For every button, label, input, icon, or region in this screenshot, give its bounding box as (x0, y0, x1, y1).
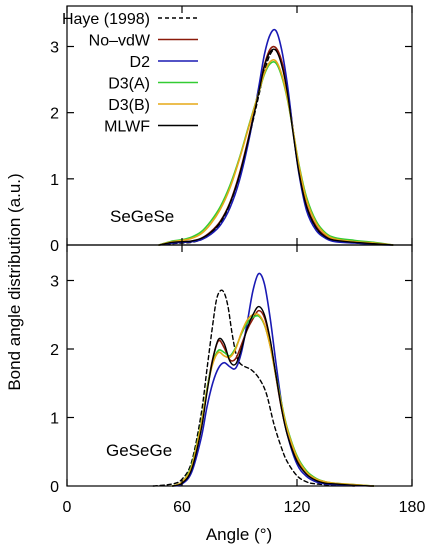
y-tick-label: 1 (50, 411, 59, 428)
panel-annotation-bottom: GeSeGe (106, 441, 172, 460)
y-tick-label: 2 (50, 342, 59, 359)
legend-label-mlwf: MLWF (104, 119, 150, 136)
bottom-x-ticks: 0 60 120 180 (63, 245, 426, 516)
x-tick-label: 0 (63, 499, 72, 516)
top-y-ticks: 0 1 2 3 (50, 40, 412, 255)
y-axis-label: Bond angle distribution (a.u.) (5, 173, 24, 390)
plot-frame-bottom (66, 244, 413, 487)
panel-annotation-top: SeGeSe (110, 207, 174, 226)
y-tick-label: 1 (50, 172, 59, 189)
bottom-curves (152, 272, 375, 487)
series-line-d3-a (158, 61, 394, 246)
series-line-mlwf (171, 305, 375, 487)
legend-label-d3-a: D3(A) (108, 76, 150, 93)
y-tick-label: 0 (50, 238, 59, 255)
x-axis-label: Angle (°) (206, 525, 272, 544)
legend-label-no-vdw: No–vdW (89, 33, 151, 50)
y-tick-label: 3 (50, 274, 59, 291)
top-x-ticks (66, 6, 413, 245)
x-tick-label: 180 (399, 499, 426, 516)
legend-label-d2: D2 (130, 54, 151, 71)
series-line-d2 (171, 272, 375, 487)
y-tick-label: 0 (50, 479, 59, 496)
y-tick-label: 3 (50, 40, 59, 57)
panel-top: 0 1 2 3 SeGeSe Haye (1998) No–vdW D2 D3(A) D3(B… (50, 5, 413, 255)
x-tick-label: 60 (173, 499, 191, 516)
series-line-mlwf (158, 48, 394, 246)
series-line-no-vdw (158, 45, 394, 246)
panel-bottom: 0 1 2 3 0 60 120 180 GeSeGe (50, 244, 426, 516)
legend-label-haye-1998: Haye (1998) (62, 11, 150, 28)
series-line-d2 (158, 28, 394, 246)
x-tick-label: 120 (284, 499, 311, 516)
y-tick-label: 2 (50, 106, 59, 123)
series-line-d3-b (158, 59, 394, 246)
top-curves (158, 28, 394, 246)
series-line-haye-1998 (158, 48, 394, 246)
series-line-haye-1998 (152, 289, 356, 487)
legend-label-d3-b: D3(B) (108, 97, 150, 114)
bottom-y-ticks: 0 1 2 3 (50, 274, 412, 496)
legend: Haye (1998) No–vdW D2 D3(A) D3(B) MLWF (62, 11, 198, 136)
